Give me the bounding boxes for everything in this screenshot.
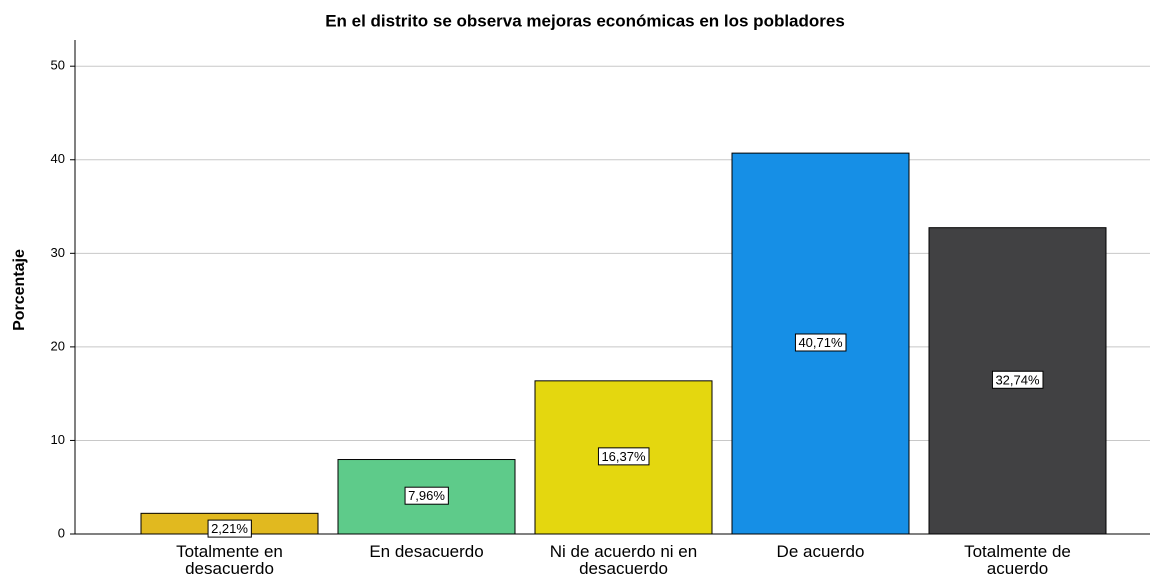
x-tick-label: En desacuerdo <box>369 542 484 561</box>
value-label-box <box>794 333 847 352</box>
y-tick-label: 0 <box>58 525 65 540</box>
x-tick-label: De acuerdo <box>776 542 865 561</box>
y-tick-label: 40 <box>51 151 65 166</box>
y-tick-label: 20 <box>51 338 65 353</box>
value-label-box <box>207 519 252 538</box>
value-label-box <box>404 486 449 505</box>
x-tick-label: Totalmente de acuerdo <box>964 542 1071 578</box>
y-tick-label: 30 <box>51 245 65 260</box>
value-label-box <box>597 447 650 466</box>
value-label: 7,96% <box>408 488 445 503</box>
chart-title: En el distrito se observa mejoras económ… <box>325 11 845 30</box>
value-label-box <box>991 370 1044 389</box>
y-tick-label: 10 <box>51 432 65 447</box>
x-tick-label: Ni de acuerdo ni en desacuerdo <box>549 542 698 578</box>
value-label: 16,37% <box>601 449 646 464</box>
value-label: 40,71% <box>798 335 843 350</box>
value-label: 32,74% <box>995 372 1040 387</box>
value-label: 2,21% <box>211 521 248 536</box>
y-axis-label: Porcentaje <box>11 249 28 331</box>
x-tick-label: Totalmente en desacuerdo <box>176 542 283 578</box>
y-tick-label: 50 <box>51 58 65 73</box>
